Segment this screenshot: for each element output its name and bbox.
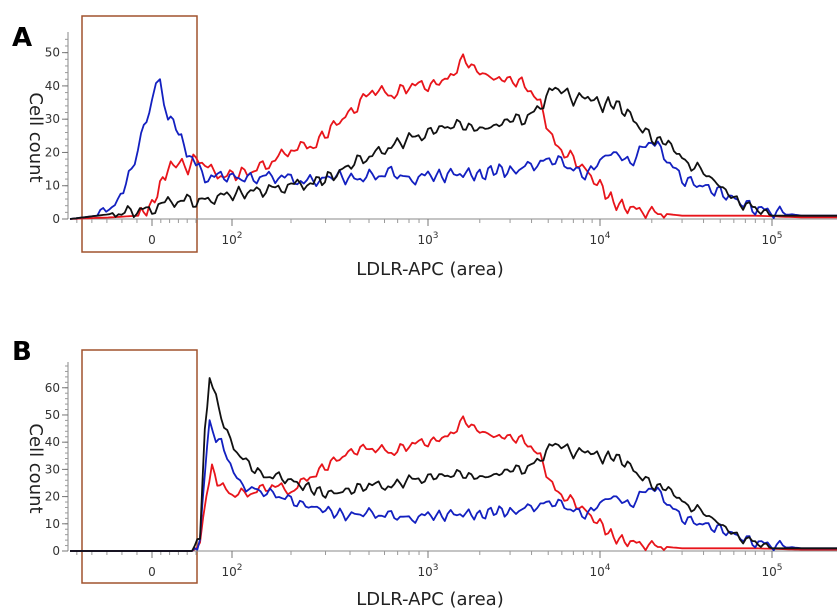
- y-tick-label: 20: [45, 490, 60, 504]
- x-tick-label: 103: [417, 563, 438, 579]
- x-tick-label: 0: [148, 233, 156, 247]
- x-axis-label: LDLR-APC (area): [356, 589, 503, 609]
- y-tick-label: 20: [45, 145, 60, 159]
- x-axis-label: LDLR-APC (area): [356, 259, 503, 280]
- gate-rectangle: [81, 15, 198, 253]
- series-line-red: [69, 53, 837, 220]
- y-axis-label: Cell count: [25, 423, 46, 513]
- x-tick-label: 104: [589, 563, 610, 579]
- x-tick-label: 0: [148, 565, 156, 579]
- series-line-black: [70, 377, 837, 552]
- y-tick-label: 60: [45, 381, 60, 395]
- x-tick-label: 102: [221, 231, 242, 247]
- x-tick-label: 104: [589, 231, 610, 247]
- x-tick-label: 105: [761, 231, 782, 247]
- y-tick-label: 30: [45, 112, 60, 126]
- y-tick-label: 40: [45, 435, 60, 449]
- y-tick-label: 40: [45, 79, 60, 93]
- y-tick-label: 10: [45, 517, 60, 531]
- x-tick-label: 105: [761, 563, 782, 579]
- series-line-blue: [70, 419, 837, 552]
- panel-letter: A: [12, 23, 32, 53]
- y-tick-label: 30: [45, 462, 60, 476]
- y-tick-label: 0: [52, 544, 60, 558]
- gate-rectangle: [81, 349, 198, 584]
- x-tick-label: 103: [417, 231, 438, 247]
- series-line-black: [69, 86, 837, 220]
- y-tick-label: 50: [45, 408, 60, 422]
- y-tick-label: 0: [52, 212, 60, 226]
- y-axis-label: Cell count: [25, 92, 46, 182]
- y-tick-label: 10: [45, 179, 60, 193]
- panel-letter: B: [12, 337, 32, 367]
- y-tick-label: 50: [45, 46, 60, 60]
- series-line-blue: [69, 78, 837, 220]
- x-tick-label: 102: [221, 563, 242, 579]
